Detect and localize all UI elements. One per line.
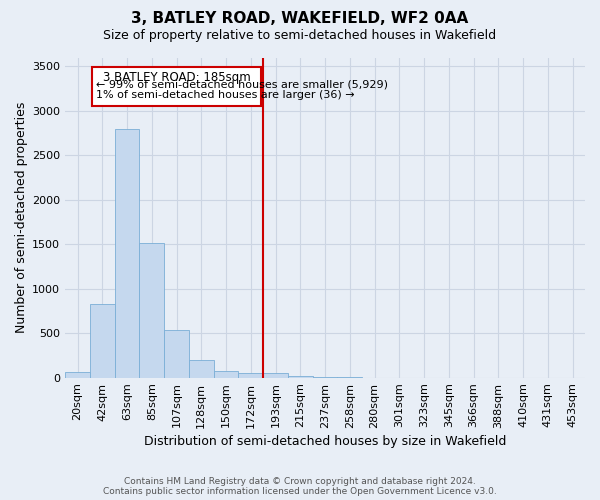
Text: Size of property relative to semi-detached houses in Wakefield: Size of property relative to semi-detach… — [103, 29, 497, 42]
Bar — [288, 376, 313, 378]
Bar — [238, 373, 263, 378]
Bar — [139, 244, 164, 378]
FancyBboxPatch shape — [92, 68, 261, 106]
Text: Contains HM Land Registry data © Crown copyright and database right 2024.
Contai: Contains HM Land Registry data © Crown c… — [103, 476, 497, 496]
Bar — [189, 360, 214, 378]
Bar — [263, 373, 288, 378]
Text: 1% of semi-detached houses are larger (36) →: 1% of semi-detached houses are larger (3… — [96, 90, 355, 100]
Bar — [214, 371, 238, 378]
Bar — [65, 372, 90, 378]
Text: 3 BATLEY ROAD: 185sqm: 3 BATLEY ROAD: 185sqm — [103, 70, 250, 84]
Bar — [164, 330, 189, 378]
X-axis label: Distribution of semi-detached houses by size in Wakefield: Distribution of semi-detached houses by … — [144, 434, 506, 448]
Text: 3, BATLEY ROAD, WAKEFIELD, WF2 0AA: 3, BATLEY ROAD, WAKEFIELD, WF2 0AA — [131, 11, 469, 26]
Y-axis label: Number of semi-detached properties: Number of semi-detached properties — [15, 102, 28, 334]
Text: ← 99% of semi-detached houses are smaller (5,929): ← 99% of semi-detached houses are smalle… — [96, 80, 388, 90]
Bar — [90, 304, 115, 378]
Bar — [115, 128, 139, 378]
